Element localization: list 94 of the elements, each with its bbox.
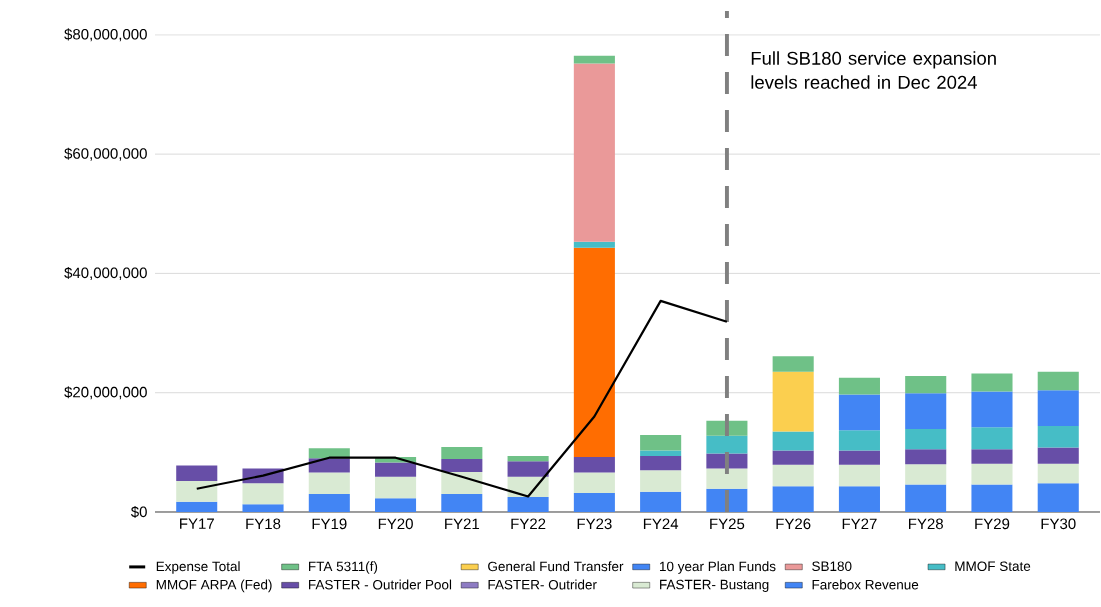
bar (573, 55, 615, 64)
bar (441, 458, 483, 473)
x-tick-label: FY30 (1041, 518, 1076, 530)
x-tick-label: FY26 (776, 518, 811, 530)
bar (242, 483, 284, 505)
bar (573, 472, 615, 493)
x-tick-label: FY24 (643, 518, 679, 529)
bar (971, 463, 1013, 485)
bar (441, 494, 483, 512)
bar (905, 376, 947, 394)
x-tick-label: FY18 (246, 518, 281, 530)
bar (838, 450, 880, 465)
bar (176, 480, 218, 502)
line-series (195, 299, 729, 498)
bar (706, 435, 748, 454)
bar (507, 461, 549, 477)
bar (1037, 463, 1079, 484)
bar (1037, 447, 1079, 464)
ref-line-label: Full SB180 service expansion levels reached in Dec 2024 (751, 51, 996, 89)
x-tick-label: FY17 (180, 518, 214, 529)
bar (375, 476, 417, 499)
bar (640, 435, 682, 451)
legend-label: FASTER- Outrider (488, 579, 597, 590)
legend-label: Farebox Revenue (812, 579, 919, 590)
bar (772, 371, 814, 432)
bar (308, 448, 350, 459)
bar (1037, 426, 1079, 448)
bar (573, 241, 615, 248)
y-tick-label: $40,000,000 (64, 266, 147, 280)
legend-label: MMOF ARPA (Fed) (156, 579, 272, 593)
bar (706, 468, 748, 489)
bar (441, 446, 483, 459)
x-tick-label: FY23 (577, 518, 612, 530)
bar (1037, 483, 1079, 512)
bar (640, 450, 682, 456)
legend-label: FTA 5311(f) (309, 561, 378, 574)
legend-label: MMOF State (955, 561, 1031, 571)
bar (242, 504, 284, 512)
bar (573, 457, 615, 473)
bar (772, 450, 814, 465)
bar (905, 393, 947, 430)
y-tick-label: $80,000,000 (64, 28, 147, 42)
legend-label: SB180 (812, 561, 852, 571)
bar (905, 449, 947, 465)
bar (971, 449, 1013, 464)
bar (838, 464, 880, 487)
bar (772, 486, 814, 512)
bar (905, 464, 947, 485)
bar (1037, 390, 1079, 427)
y-tick-label: $0 (130, 505, 147, 519)
bar (1037, 371, 1079, 391)
bar (640, 470, 682, 492)
x-tick-label: FY25 (710, 518, 745, 530)
x-tick-label: FY29 (975, 518, 1010, 530)
legend-label: Expense Total (156, 561, 240, 574)
legend-label: 10 year Plan Funds (659, 561, 776, 574)
bar (905, 429, 947, 450)
bar (838, 486, 880, 512)
bar (640, 491, 682, 512)
bar (176, 501, 218, 512)
bar (971, 427, 1013, 450)
legend-label: General Fund Transfer (488, 561, 624, 572)
y-tick-label: $60,000,000 (64, 147, 147, 161)
bar (971, 484, 1013, 512)
bar (905, 484, 947, 512)
bar (176, 465, 218, 481)
x-tick-label: FY22 (511, 518, 546, 529)
bar (640, 455, 682, 471)
legend-label: FASTER- Bustang (660, 579, 769, 592)
legend-label: FASTER - Outrider Pool (309, 579, 452, 590)
bar (308, 472, 350, 495)
bar (573, 63, 615, 242)
bar (971, 391, 1013, 428)
bar (441, 472, 483, 495)
bar (772, 431, 814, 451)
bar (838, 394, 880, 431)
bar (838, 430, 880, 451)
x-tick-label: FY19 (312, 518, 347, 530)
bar (772, 356, 814, 372)
bar (772, 464, 814, 487)
bar (573, 247, 615, 458)
x-tick-label: FY28 (909, 518, 943, 530)
bar (507, 497, 549, 512)
bar (375, 498, 417, 512)
bar (308, 494, 350, 512)
bar (375, 462, 417, 477)
x-tick-label: FY21 (445, 518, 480, 529)
bar (838, 377, 880, 395)
y-tick-label: $20,000,000 (64, 386, 147, 400)
bar (971, 373, 1013, 392)
x-tick-label: FY27 (842, 518, 877, 529)
x-tick-label: FY20 (378, 518, 413, 530)
bar (573, 492, 615, 512)
bar (507, 455, 549, 462)
